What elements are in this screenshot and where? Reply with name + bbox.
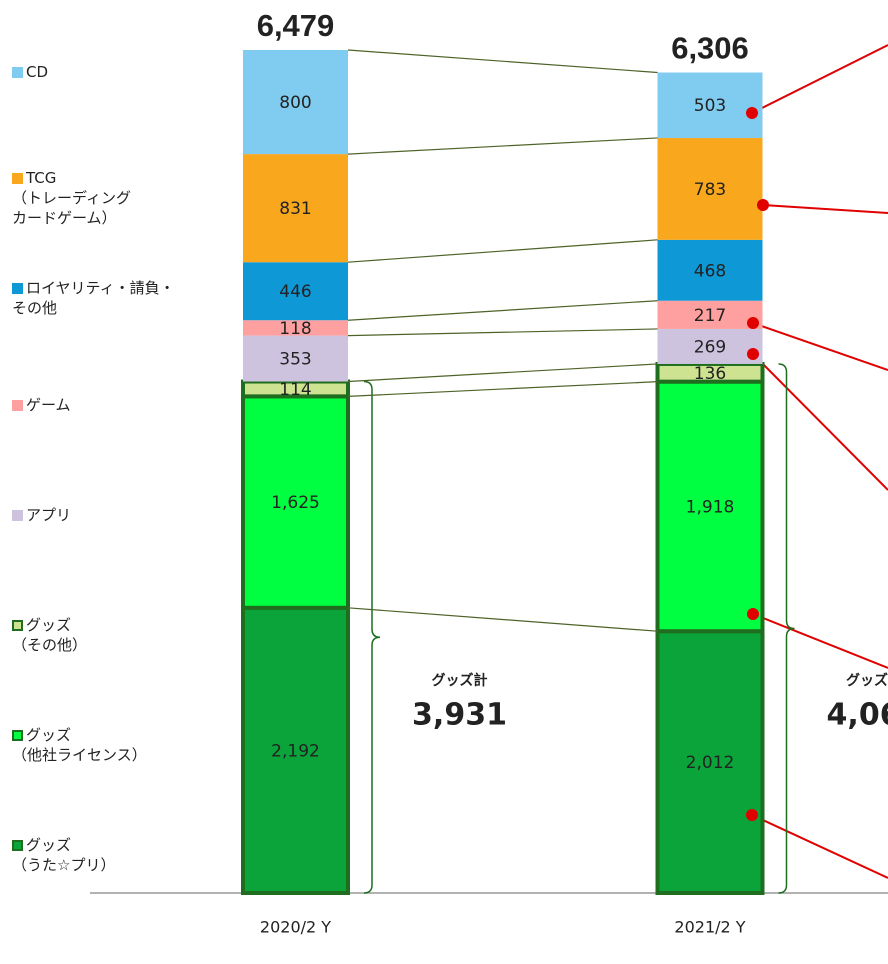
total-label: 6,479: [257, 8, 335, 43]
legend-item: TCG （トレーディング カードゲーム）: [12, 168, 131, 228]
value-label: 783: [694, 180, 726, 200]
bar-segment: [241, 605, 350, 895]
value-label: 136: [694, 364, 726, 384]
connector: [347, 363, 658, 383]
goods-total-label: 3,931: [412, 698, 507, 733]
annotations: [751, 44, 888, 879]
bar-segment: [655, 379, 765, 634]
value-label: 1,625: [271, 493, 320, 513]
annotation-dot: [747, 608, 759, 620]
value-label: 114: [279, 380, 311, 400]
legend-label: CD: [26, 63, 49, 81]
connector: [347, 381, 658, 397]
legend-item: アプリ: [12, 505, 71, 525]
goods-total-title: グッズ計: [432, 672, 488, 689]
bar-segment: [657, 239, 763, 301]
legend-item: グッズ （他社ライセンス）: [12, 725, 147, 765]
value-label: 2,192: [271, 741, 320, 761]
bracket: [363, 380, 381, 894]
value-label: 446: [279, 282, 311, 302]
value-label: 468: [694, 261, 726, 281]
bar-segment: [243, 320, 348, 336]
bar-segment: [657, 137, 763, 240]
annotation-line: [762, 204, 888, 214]
connector: [347, 49, 658, 74]
bar-segment: [243, 262, 348, 321]
legend-label: グッズ （他社ライセンス）: [12, 726, 147, 764]
annotation-dot: [746, 107, 758, 119]
annotation-dot: [746, 809, 758, 821]
legend-label: ロイヤリティ・請負・ その他: [12, 279, 175, 317]
legend-item: グッズ （うた☆プリ）: [12, 835, 115, 875]
bracket: [778, 363, 795, 894]
legend-swatch: [12, 840, 23, 851]
legend-item: グッズ （その他）: [12, 615, 87, 655]
bar-segment: [657, 300, 763, 329]
legend-swatch: [12, 173, 23, 184]
annotation-dot: [747, 317, 759, 329]
annotation-line: [752, 322, 888, 371]
value-label: 800: [279, 93, 311, 113]
legend-swatch: [12, 730, 23, 741]
value-label: 118: [279, 319, 311, 339]
x-tick-label: 2021/2 Y: [674, 918, 745, 937]
legend-item: ロイヤリティ・請負・ その他: [12, 278, 175, 318]
connector: [347, 137, 658, 155]
legend-swatch: [12, 67, 23, 78]
value-label: 217: [694, 306, 726, 326]
legend-label: グッズ （その他）: [12, 616, 88, 654]
connector: [347, 328, 658, 337]
legend-label: グッズ （うた☆プリ）: [12, 836, 116, 874]
legend-label: ゲーム: [26, 396, 71, 414]
connector: [347, 607, 658, 632]
value-label: 503: [694, 96, 726, 116]
goods-total-title: グッズ計: [846, 672, 888, 689]
bar-segment: [243, 50, 348, 155]
legend-swatch: [12, 620, 23, 631]
bar-segment: [241, 394, 350, 610]
legend-label: TCG （トレーディング カードゲーム）: [12, 169, 131, 227]
goods-total-label: 4,066: [827, 698, 888, 733]
annotation-line: [751, 44, 888, 114]
bar-segment: [657, 72, 763, 138]
annotation-line: [752, 353, 888, 491]
value-label: 353: [279, 350, 311, 370]
annotation-line: [751, 814, 888, 879]
value-label: 269: [694, 337, 726, 357]
x-tick-label: 2020/2 Y: [260, 918, 331, 937]
bar-segment: [243, 335, 348, 382]
value-label: 831: [279, 199, 311, 219]
value-label: 2,012: [686, 753, 735, 773]
connector: [347, 239, 658, 263]
bar-segment: [657, 328, 763, 364]
annotation-dot: [747, 348, 759, 360]
legend-swatch: [12, 510, 23, 521]
legend-item: CD: [12, 62, 48, 82]
annotation-dot: [757, 199, 769, 211]
legend-swatch: [12, 400, 23, 411]
connector: [347, 300, 658, 321]
value-label: 1,918: [686, 497, 735, 517]
bar-segment: [243, 154, 348, 263]
legend-swatch: [12, 283, 23, 294]
annotation-line: [752, 613, 888, 669]
legend-label: アプリ: [26, 506, 72, 524]
total-label: 6,306: [671, 31, 749, 66]
legend-item: ゲーム: [12, 395, 71, 415]
